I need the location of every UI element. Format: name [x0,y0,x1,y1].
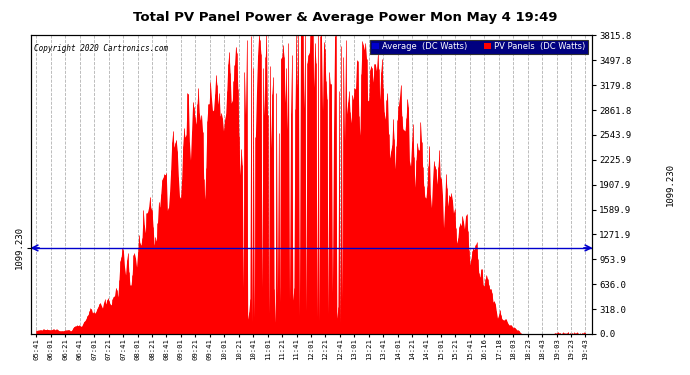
Text: Copyright 2020 Cartronics.com: Copyright 2020 Cartronics.com [34,44,168,53]
Y-axis label: 1099.230: 1099.230 [666,163,675,206]
Text: Total PV Panel Power & Average Power Mon May 4 19:49: Total PV Panel Power & Average Power Mon… [132,11,558,24]
Legend: Average  (DC Watts), PV Panels  (DC Watts): Average (DC Watts), PV Panels (DC Watts) [370,39,588,54]
